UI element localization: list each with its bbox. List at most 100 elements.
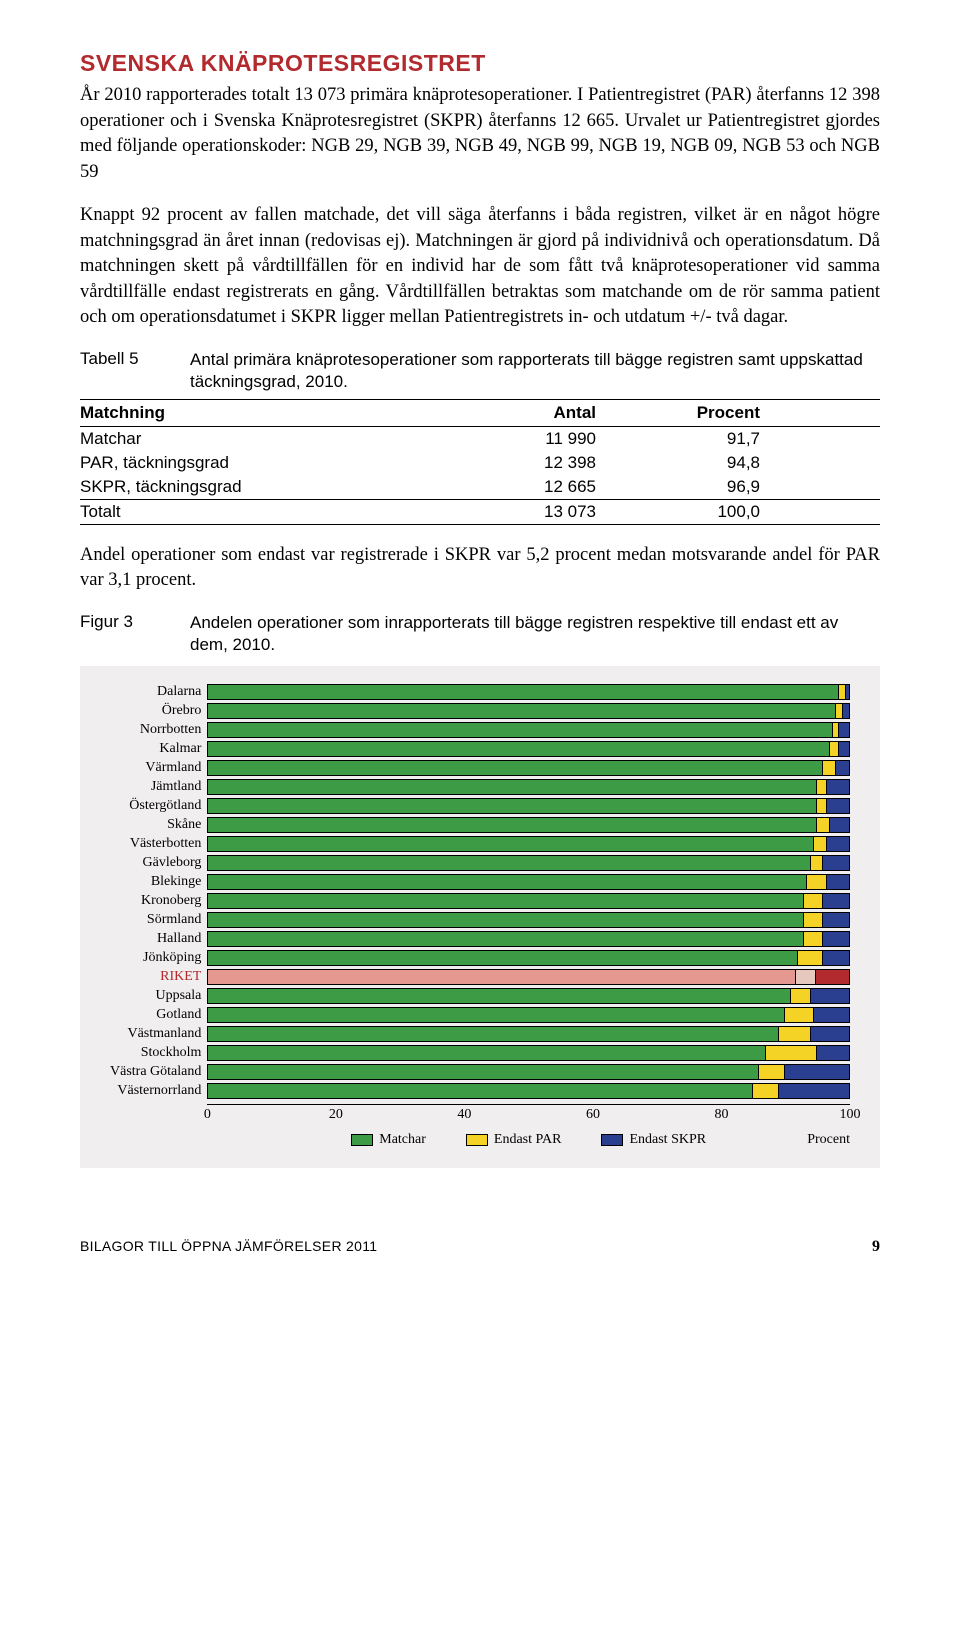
x-tick: 40 [457, 1107, 471, 1123]
cell-antal: 12 398 [440, 451, 656, 475]
cell-label: PAR, täckningsgrad [80, 451, 440, 475]
legend-label-par: Endast PAR [494, 1132, 562, 1148]
page-number: 9 [872, 1238, 880, 1256]
y-label: Halland [110, 929, 201, 948]
seg-par [791, 989, 810, 1003]
bar-row [207, 891, 850, 910]
seg-match [208, 1008, 785, 1022]
y-label: Stockholm [110, 1043, 201, 1062]
seg-skpr [823, 932, 849, 946]
bar-row [207, 853, 850, 872]
bar-row [207, 1081, 850, 1100]
seg-match [208, 894, 804, 908]
bar-row [207, 796, 850, 815]
intro-para-2: Knappt 92 procent av fallen matchade, de… [80, 203, 880, 331]
bar-row [207, 872, 850, 891]
seg-par [759, 1065, 785, 1079]
seg-skpr [827, 837, 849, 851]
y-label: Uppsala [110, 986, 201, 1005]
seg-par [804, 913, 823, 927]
table5-caption-text: Antal primära knäprotesoperationer som r… [190, 349, 880, 393]
page-footer: BILAGOR TILL ÖPPNA JÄMFÖRELSER 2011 9 [80, 1238, 880, 1256]
x-tick: 20 [329, 1107, 343, 1123]
bar-row [207, 720, 850, 739]
seg-skpr [830, 818, 849, 832]
seg-skpr [817, 1046, 849, 1060]
th-antal: Antal [440, 399, 656, 426]
seg-par [779, 1027, 811, 1041]
para-3: Andel operationer som endast var registr… [80, 543, 880, 594]
seg-par [807, 875, 826, 889]
chart-legend: Matchar Endast PAR Endast SKPR Procent [207, 1132, 850, 1148]
seg-par [804, 932, 823, 946]
seg-skpr [823, 894, 849, 908]
seg-par [796, 970, 816, 984]
y-label: Örebro [110, 701, 201, 720]
table-row: Totalt 13 073 100,0 [80, 499, 880, 524]
x-tick: 0 [204, 1107, 211, 1123]
table5-caption: Tabell 5 Antal primära knäprotesoperatio… [80, 349, 880, 393]
th-procent: Procent [656, 399, 880, 426]
seg-par [753, 1084, 779, 1098]
y-label: Dalarna [110, 682, 201, 701]
bar-row [207, 967, 850, 986]
seg-skpr [823, 913, 849, 927]
table5-label: Tabell 5 [80, 349, 190, 393]
bar-row [207, 1043, 850, 1062]
seg-match [208, 856, 810, 870]
bar-row [207, 739, 850, 758]
y-label: Sörmland [110, 910, 201, 929]
doc-title: SVENSKA KNÄPROTESREGISTRET [80, 50, 880, 77]
seg-skpr [823, 856, 849, 870]
y-label: Skåne [110, 815, 201, 834]
x-tick: 100 [840, 1107, 861, 1123]
bar-row [207, 1062, 850, 1081]
y-label: Jämtland [110, 777, 201, 796]
bar-row [207, 986, 850, 1005]
chart-bars [207, 682, 850, 1100]
seg-skpr [811, 989, 849, 1003]
y-label: RIKET [110, 967, 201, 986]
y-label: Västerbotten [110, 834, 201, 853]
legend-matchar: Matchar [351, 1132, 426, 1148]
seg-skpr [785, 1065, 849, 1079]
bar-row [207, 777, 850, 796]
bar-row [207, 815, 850, 834]
seg-match [208, 837, 813, 851]
figure3-caption-text: Andelen operationer som inrapporterats t… [190, 612, 880, 656]
seg-match [208, 932, 804, 946]
y-label: Kronoberg [110, 891, 201, 910]
y-label: Västernorrland [110, 1081, 201, 1100]
seg-skpr [843, 704, 849, 718]
y-label: Västmanland [110, 1024, 201, 1043]
y-label: Kalmar [110, 739, 201, 758]
seg-skpr [839, 742, 849, 756]
seg-skpr [823, 951, 849, 965]
cell-procent: 100,0 [656, 499, 880, 524]
seg-match [208, 951, 797, 965]
y-axis-labels: DalarnaÖrebroNorrbottenKalmarVärmlandJäm… [110, 682, 207, 1148]
footer-text: BILAGOR TILL ÖPPNA JÄMFÖRELSER 2011 [80, 1238, 377, 1256]
seg-skpr [827, 875, 849, 889]
seg-match [208, 685, 839, 699]
seg-match [208, 723, 833, 737]
bar-row [207, 1024, 850, 1043]
seg-match [208, 704, 836, 718]
y-label: Västra Götaland [110, 1062, 201, 1081]
bar-row [207, 758, 850, 777]
bar-row [207, 929, 850, 948]
seg-match [208, 1065, 759, 1079]
seg-skpr [839, 723, 849, 737]
cell-antal: 11 990 [440, 426, 656, 451]
y-label: Jönköping [110, 948, 201, 967]
seg-match [208, 1027, 778, 1041]
y-label: Östergötland [110, 796, 201, 815]
swatch-par [466, 1134, 488, 1146]
y-label: Gotland [110, 1005, 201, 1024]
y-label: Gävleborg [110, 853, 201, 872]
cell-antal: 12 665 [440, 475, 656, 500]
cell-procent: 96,9 [656, 475, 880, 500]
seg-match [208, 1046, 765, 1060]
seg-par [830, 742, 840, 756]
seg-skpr [814, 1008, 849, 1022]
